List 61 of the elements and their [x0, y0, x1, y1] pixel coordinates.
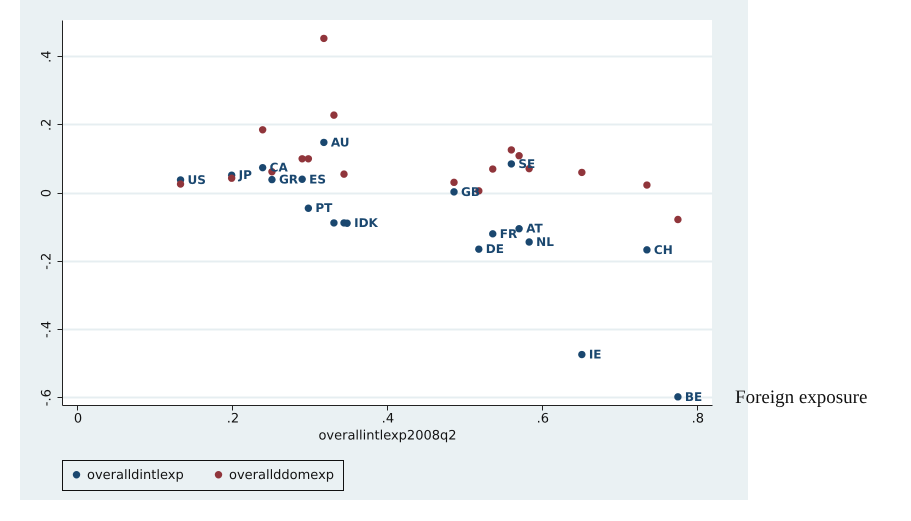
annotation: CH	[654, 242, 673, 257]
point	[330, 219, 338, 227]
point	[489, 165, 496, 173]
y-tick-label: .2	[40, 118, 54, 132]
point	[298, 155, 306, 162]
x-tick-label: .8	[692, 412, 704, 426]
annotation: BE	[684, 390, 702, 404]
annotation: DE	[486, 242, 504, 256]
point	[320, 138, 328, 146]
x-tick-label: 0	[74, 412, 82, 426]
point	[330, 111, 338, 119]
point	[320, 34, 328, 42]
annotation: ES	[309, 172, 326, 186]
point	[176, 180, 184, 188]
annotation: US	[188, 172, 206, 187]
legend-label: overallddomexp	[229, 468, 334, 483]
point	[304, 155, 312, 162]
point	[508, 146, 516, 154]
annotation: IDK	[354, 216, 379, 230]
point	[674, 393, 682, 401]
annotation: AU	[330, 135, 350, 150]
annotation: NL	[536, 234, 554, 249]
annotation: SE	[518, 156, 536, 171]
point	[578, 350, 586, 358]
point	[298, 176, 306, 183]
legend-label: overalldintlexp	[87, 468, 184, 483]
annotation: GR	[278, 172, 298, 187]
point	[643, 181, 651, 189]
annotation: GB	[461, 184, 480, 199]
point	[258, 126, 266, 134]
x-tick-label: .6	[536, 412, 550, 426]
x-tick-label: .2	[226, 412, 240, 426]
annotation: JP	[238, 168, 252, 182]
point	[674, 216, 682, 224]
point	[268, 176, 276, 184]
y-tick-label: 0	[40, 188, 54, 198]
point	[450, 178, 458, 186]
text: Foreign exposure	[735, 387, 868, 409]
y-tick-label: .4	[40, 50, 54, 63]
point	[643, 246, 651, 254]
point	[450, 188, 458, 196]
y-tick-label: -.6	[40, 389, 54, 406]
point	[258, 164, 266, 172]
x-tick-label: .4	[382, 412, 394, 426]
point	[515, 152, 523, 160]
y-tick-label: -.2	[40, 252, 54, 270]
y-tick-label: -.4	[40, 320, 54, 338]
annotation: AT	[526, 222, 544, 236]
annotation: FR	[500, 226, 518, 241]
point	[340, 170, 348, 178]
annotation: PT	[315, 201, 334, 216]
point	[475, 245, 483, 253]
annotation: CA	[270, 160, 288, 175]
point	[489, 230, 496, 238]
point	[525, 238, 533, 246]
point	[304, 204, 312, 212]
x-axis-title: overallintlexp2008q2	[318, 428, 457, 444]
point	[228, 174, 236, 182]
point	[578, 168, 586, 176]
annotation: IE	[588, 348, 602, 362]
point	[508, 160, 516, 168]
